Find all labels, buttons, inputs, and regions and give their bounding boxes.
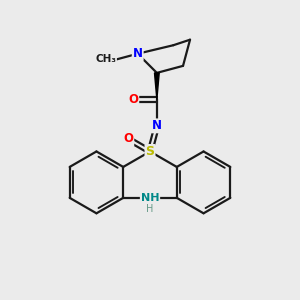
Text: O: O [128,93,138,106]
Text: S: S [146,145,154,158]
Text: N: N [152,119,162,132]
Text: H: H [146,204,154,214]
Text: NH: NH [141,193,159,203]
Text: CH₃: CH₃ [95,54,116,64]
Text: N: N [133,47,143,60]
Text: O: O [123,133,133,146]
Polygon shape [154,73,159,99]
